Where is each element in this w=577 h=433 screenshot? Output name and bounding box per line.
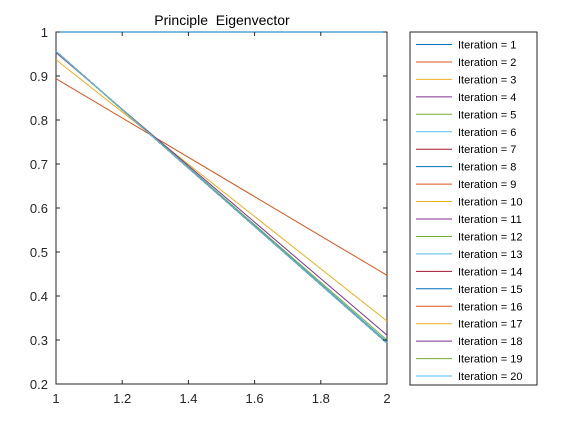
x-axis-ticks: 1 1.2 1.4 1.6 1.8 2 — [52, 32, 391, 406]
x-tick-label: 2 — [383, 391, 390, 406]
legend-label: Iteration = 18 — [458, 336, 523, 348]
legend-entry: Iteration = 7 — [416, 144, 516, 156]
y-tick-label: 0.6 — [30, 201, 48, 216]
legend-entry: Iteration = 10 — [416, 197, 523, 209]
series-lines — [55, 31, 388, 344]
legend-entry: Iteration = 9 — [416, 179, 516, 191]
x-tick-label: 1 — [52, 391, 59, 406]
legend-entry: Iteration = 18 — [416, 336, 523, 348]
legend-label: Iteration = 12 — [458, 231, 523, 243]
legend-entry: Iteration = 2 — [416, 57, 516, 69]
legend-label: Iteration = 19 — [458, 354, 523, 366]
legend-entry: Iteration = 13 — [416, 249, 523, 261]
series-line-2 — [55, 78, 388, 276]
y-axis-ticks: 0.2 0.3 0.4 0.5 0.6 0.7 0.8 0.9 1 — [30, 25, 387, 392]
legend-label: Iteration = 10 — [458, 197, 523, 209]
legend-box — [409, 31, 538, 386]
y-tick-label: 0.7 — [30, 157, 48, 172]
legend-entry: Iteration = 5 — [416, 109, 516, 121]
x-tick-label: 1.8 — [312, 391, 330, 406]
legend-entry: Iteration = 8 — [416, 162, 516, 174]
series-line-3 — [55, 59, 388, 322]
x-tick-label: 1.4 — [179, 391, 197, 406]
legend-label: Iteration = 9 — [458, 179, 516, 191]
legend-entry: Iteration = 15 — [416, 284, 523, 296]
x-tick-label: 1.2 — [113, 391, 131, 406]
legend-entry: Iteration = 4 — [416, 92, 516, 104]
legend-label: Iteration = 2 — [458, 57, 516, 69]
legend-entry: Iteration = 14 — [416, 266, 523, 278]
legend-label: Iteration = 17 — [458, 319, 523, 331]
legend-label: Iteration = 16 — [458, 301, 523, 313]
plot-frame — [55, 31, 388, 385]
y-tick-label: 0.9 — [30, 69, 48, 84]
legend-entry: Iteration = 12 — [416, 231, 523, 243]
legend-label: Iteration = 15 — [458, 284, 523, 296]
legend: Iteration = 1 Iteration = 2 Iteration = 3 I… — [409, 31, 538, 386]
legend-entries: Iteration = 1 Iteration = 2 Iteration = 3 I… — [416, 40, 523, 383]
legend-entry: Iteration = 3 — [416, 74, 516, 86]
legend-entry: Iteration = 19 — [416, 354, 523, 366]
legend-entry: Iteration = 16 — [416, 301, 523, 313]
legend-label: Iteration = 7 — [458, 144, 516, 156]
plot-area: 1 1.2 1.4 1.6 1.8 2 0.2 0.3 0.4 0.5 0.6 0.7 0.8 0.9 1 — [30, 25, 391, 406]
legend-entry: Iteration = 11 — [416, 214, 522, 226]
y-tick-label: 0.8 — [30, 113, 48, 128]
legend-entry: Iteration = 20 — [416, 371, 523, 383]
y-tick-label: 0.5 — [30, 245, 48, 260]
legend-label: Iteration = 3 — [458, 74, 516, 86]
legend-label: Iteration = 13 — [458, 249, 523, 261]
y-tick-label: 0.4 — [30, 289, 48, 304]
legend-entry: Iteration = 1 — [416, 40, 516, 52]
legend-entry: Iteration = 6 — [416, 127, 516, 139]
legend-label: Iteration = 1 — [458, 40, 516, 52]
legend-label: Iteration = 11 — [458, 214, 522, 226]
y-tick-label: 1 — [41, 25, 48, 40]
legend-label: Iteration = 20 — [458, 371, 523, 383]
legend-label: Iteration = 4 — [458, 92, 516, 104]
series-line-20 — [55, 50, 388, 344]
legend-entry: Iteration = 17 — [416, 319, 523, 331]
chart-title: Principle Eigenvector — [154, 12, 290, 28]
y-tick-label: 0.3 — [30, 333, 48, 348]
legend-label: Iteration = 14 — [458, 266, 523, 278]
legend-label: Iteration = 8 — [458, 162, 516, 174]
x-tick-label: 1.6 — [246, 391, 264, 406]
y-tick-label: 0.2 — [30, 377, 48, 392]
legend-label: Iteration = 6 — [458, 127, 516, 139]
legend-label: Iteration = 5 — [458, 109, 516, 121]
